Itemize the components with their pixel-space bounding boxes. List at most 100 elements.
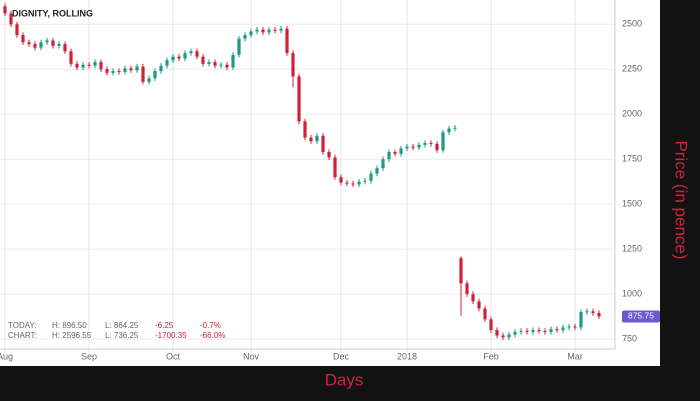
y-tick-label: 1500 — [622, 199, 642, 209]
candle-body — [165, 60, 169, 66]
candle-body — [117, 71, 121, 73]
info-high: H: 2596.55 — [52, 331, 92, 340]
candle-body — [585, 311, 589, 313]
info-label: TODAY: — [8, 321, 37, 330]
candle-body — [429, 143, 433, 145]
candle-body — [405, 146, 409, 149]
info-label: CHART: — [8, 331, 37, 340]
candle-body — [507, 334, 511, 338]
candle-body — [309, 137, 313, 142]
candle-body — [279, 28, 283, 31]
x-tick-label: Aug — [0, 351, 13, 361]
candle-body — [303, 121, 307, 138]
x-tick-label: Dec — [333, 351, 350, 361]
candle-body — [57, 44, 61, 46]
candle-body — [15, 24, 19, 36]
candle-body — [105, 69, 109, 73]
candle-body — [381, 159, 385, 169]
candle-body — [51, 40, 55, 46]
candle-body — [147, 78, 151, 82]
candle-body — [543, 331, 547, 333]
candle-body — [21, 35, 25, 43]
candle-body — [141, 66, 145, 82]
candle-body — [267, 29, 271, 33]
info-pct: -0.7% — [200, 321, 221, 330]
candle-body — [273, 29, 277, 31]
info-change: -1700.35 — [155, 331, 187, 340]
info-change: -6.25 — [155, 321, 174, 330]
x-tick-label: Oct — [166, 351, 181, 361]
candle-body — [435, 143, 439, 151]
candle-body — [369, 173, 373, 181]
candle-body — [357, 181, 361, 185]
x-tick-label: Sep — [81, 351, 97, 361]
info-high: H: 896.50 — [52, 321, 87, 330]
candle-body — [183, 53, 187, 59]
candle-body — [597, 313, 601, 317]
y-tick-label: 750 — [622, 333, 637, 343]
candle-body — [135, 66, 139, 71]
candle-body — [45, 40, 49, 43]
candle-body — [261, 29, 265, 33]
candle-body — [423, 143, 427, 145]
candle-body — [477, 301, 481, 309]
candle-body — [579, 312, 583, 328]
candle-body — [465, 283, 469, 295]
candle-body — [219, 64, 223, 66]
candle-body — [339, 177, 343, 183]
candle-body — [27, 42, 31, 45]
candle-body — [327, 152, 331, 158]
candle-body — [189, 51, 193, 54]
candle-body — [33, 44, 37, 48]
candle-body — [111, 71, 115, 73]
candle-body — [555, 329, 559, 331]
candle-body — [501, 335, 505, 338]
candle-body — [225, 64, 229, 68]
candle-body — [333, 157, 337, 178]
candle-body — [351, 183, 355, 185]
plot-background — [0, 0, 660, 366]
candle-body — [213, 62, 217, 66]
candle-body — [159, 65, 163, 72]
candle-body — [297, 76, 301, 122]
candle-body — [417, 144, 421, 148]
info-low: L: 864.25 — [105, 321, 139, 330]
candle-body — [9, 13, 13, 25]
y-tick-label: 1250 — [622, 244, 642, 254]
x-tick-label: Nov — [243, 351, 260, 361]
candle-body — [231, 54, 235, 68]
candle-body — [315, 135, 319, 142]
y-tick-label: 2500 — [622, 19, 642, 29]
candle-body — [285, 28, 289, 54]
candle-body — [561, 327, 565, 331]
candle-body — [291, 53, 295, 77]
candle-body — [249, 31, 253, 36]
candle-body — [69, 51, 73, 64]
x-axis-title: Days — [325, 370, 364, 389]
candle-body — [573, 326, 577, 328]
candle-body — [129, 68, 133, 71]
candle-body — [171, 56, 175, 61]
candle-body — [591, 311, 595, 314]
candle-body — [471, 294, 475, 302]
candle-body — [513, 331, 517, 335]
candle-body — [411, 146, 415, 148]
candle-body — [567, 326, 571, 328]
candle-body — [321, 135, 325, 153]
candle-body — [123, 68, 127, 72]
candle-body — [399, 148, 403, 154]
x-tick-label: Mar — [567, 351, 583, 361]
candle-body — [75, 63, 79, 68]
candle-body — [441, 132, 445, 151]
candle-body — [39, 42, 43, 48]
candle-body — [201, 56, 205, 64]
candle-body — [81, 64, 85, 68]
candle-body — [195, 51, 199, 57]
candle-body — [459, 258, 463, 284]
y-tick-label: 1000 — [622, 289, 642, 299]
candle-body — [255, 29, 259, 32]
candle-body — [393, 152, 397, 154]
y-tick-label: 2250 — [622, 64, 642, 74]
candle-body — [519, 331, 523, 333]
x-tick-label: 2018 — [397, 351, 417, 361]
